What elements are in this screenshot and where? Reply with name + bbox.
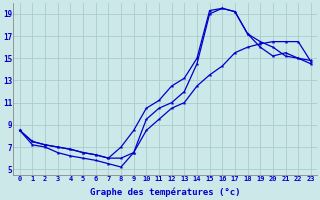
X-axis label: Graphe des températures (°c): Graphe des températures (°c) <box>90 188 241 197</box>
